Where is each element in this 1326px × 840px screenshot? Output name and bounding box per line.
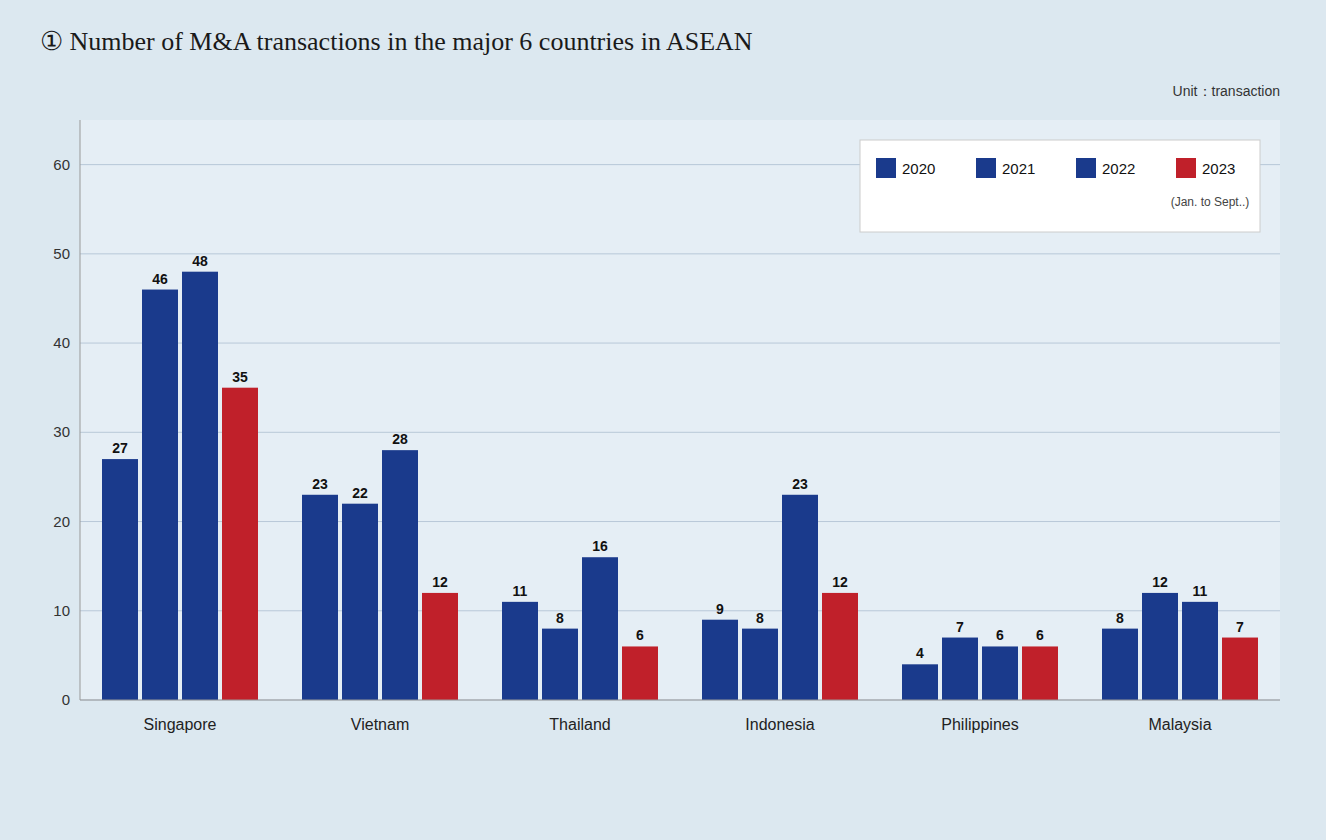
bar — [1222, 638, 1258, 700]
data-label: 23 — [792, 476, 808, 492]
legend-swatch — [1076, 158, 1096, 178]
y-tick-label: 50 — [53, 245, 70, 262]
data-label: 4 — [916, 645, 924, 661]
bar — [782, 495, 818, 700]
bar — [1142, 593, 1178, 700]
grid-line — [80, 700, 1280, 701]
bar — [582, 557, 618, 700]
plot-background — [80, 120, 1280, 700]
x-tick-label: Vietnam — [351, 716, 409, 733]
data-label: 8 — [1116, 610, 1124, 626]
x-tick-label: Singapore — [144, 716, 217, 733]
grid-line — [80, 521, 1280, 522]
bar — [302, 495, 338, 700]
bar — [382, 450, 418, 700]
y-tick-label: 30 — [53, 423, 70, 440]
bar — [982, 646, 1018, 700]
grid-line — [80, 432, 1280, 433]
bar — [702, 620, 738, 700]
legend-swatch — [1176, 158, 1196, 178]
bar — [942, 638, 978, 700]
data-label: 46 — [152, 271, 168, 287]
data-label: 12 — [832, 574, 848, 590]
data-label: 23 — [312, 476, 328, 492]
title: ① Number of M&A transactions in the majo… — [40, 27, 753, 56]
chart: ① Number of M&A transactions in the majo… — [0, 0, 1326, 840]
data-label: 6 — [996, 627, 1004, 643]
x-tick-label: Philippines — [941, 716, 1018, 733]
bar — [502, 602, 538, 700]
bar — [142, 290, 178, 700]
x-tick-label: Thailand — [549, 716, 610, 733]
data-label: 9 — [716, 601, 724, 617]
data-label: 28 — [392, 431, 408, 447]
y-axis-line — [80, 120, 81, 700]
y-tick-label: 20 — [53, 513, 70, 530]
data-label: 12 — [1152, 574, 1168, 590]
data-label: 7 — [1236, 619, 1244, 635]
legend-swatch — [876, 158, 896, 178]
data-label: 16 — [592, 538, 608, 554]
legend-box — [860, 140, 1260, 232]
y-tick-label: 60 — [53, 156, 70, 173]
data-label: 22 — [352, 485, 368, 501]
data-label: 8 — [756, 610, 764, 626]
bar — [222, 388, 258, 700]
bar — [1182, 602, 1218, 700]
bar — [1022, 646, 1058, 700]
legend-label: 2023 — [1202, 160, 1235, 177]
legend-note: (Jan. to Sept..) — [1171, 195, 1250, 209]
data-label: 7 — [956, 619, 964, 635]
data-label: 48 — [192, 253, 208, 269]
legend-label: 2020 — [902, 160, 935, 177]
grid-line — [80, 343, 1280, 344]
bar — [102, 459, 138, 700]
legend-label: 2021 — [1002, 160, 1035, 177]
data-label: 6 — [1036, 627, 1044, 643]
bars — [102, 272, 1258, 700]
data-label: 6 — [636, 627, 644, 643]
y-tick-label: 0 — [62, 691, 70, 708]
data-label: 12 — [432, 574, 448, 590]
y-tick-label: 40 — [53, 334, 70, 351]
data-label: 8 — [556, 610, 564, 626]
bar — [1102, 629, 1138, 700]
bar — [542, 629, 578, 700]
x-axis-line — [80, 700, 1280, 701]
bar — [342, 504, 378, 700]
data-label: 11 — [1193, 583, 1208, 599]
y-tick-label: 10 — [53, 602, 70, 619]
bar — [902, 664, 938, 700]
bar — [822, 593, 858, 700]
bar — [422, 593, 458, 700]
data-label: 27 — [112, 440, 128, 456]
grid-line — [80, 253, 1280, 254]
grid — [80, 165, 1280, 700]
unit-label: Unit：transaction — [1173, 83, 1280, 99]
legend-swatch — [976, 158, 996, 178]
data-label: 11 — [513, 583, 528, 599]
background — [0, 0, 1326, 840]
grid-line — [80, 610, 1280, 611]
legend: 2020 2021 2022 2023 (Jan. to Sept..) — [860, 140, 1260, 232]
data-label: 35 — [232, 369, 248, 385]
bar — [182, 272, 218, 700]
data-labels: 27231194846228871248281623611351261267 — [112, 253, 1244, 662]
x-tick-label: Malaysia — [1148, 716, 1211, 733]
bar — [742, 629, 778, 700]
bar — [622, 646, 658, 700]
x-tick-label: Indonesia — [745, 716, 814, 733]
legend-label: 2022 — [1102, 160, 1135, 177]
